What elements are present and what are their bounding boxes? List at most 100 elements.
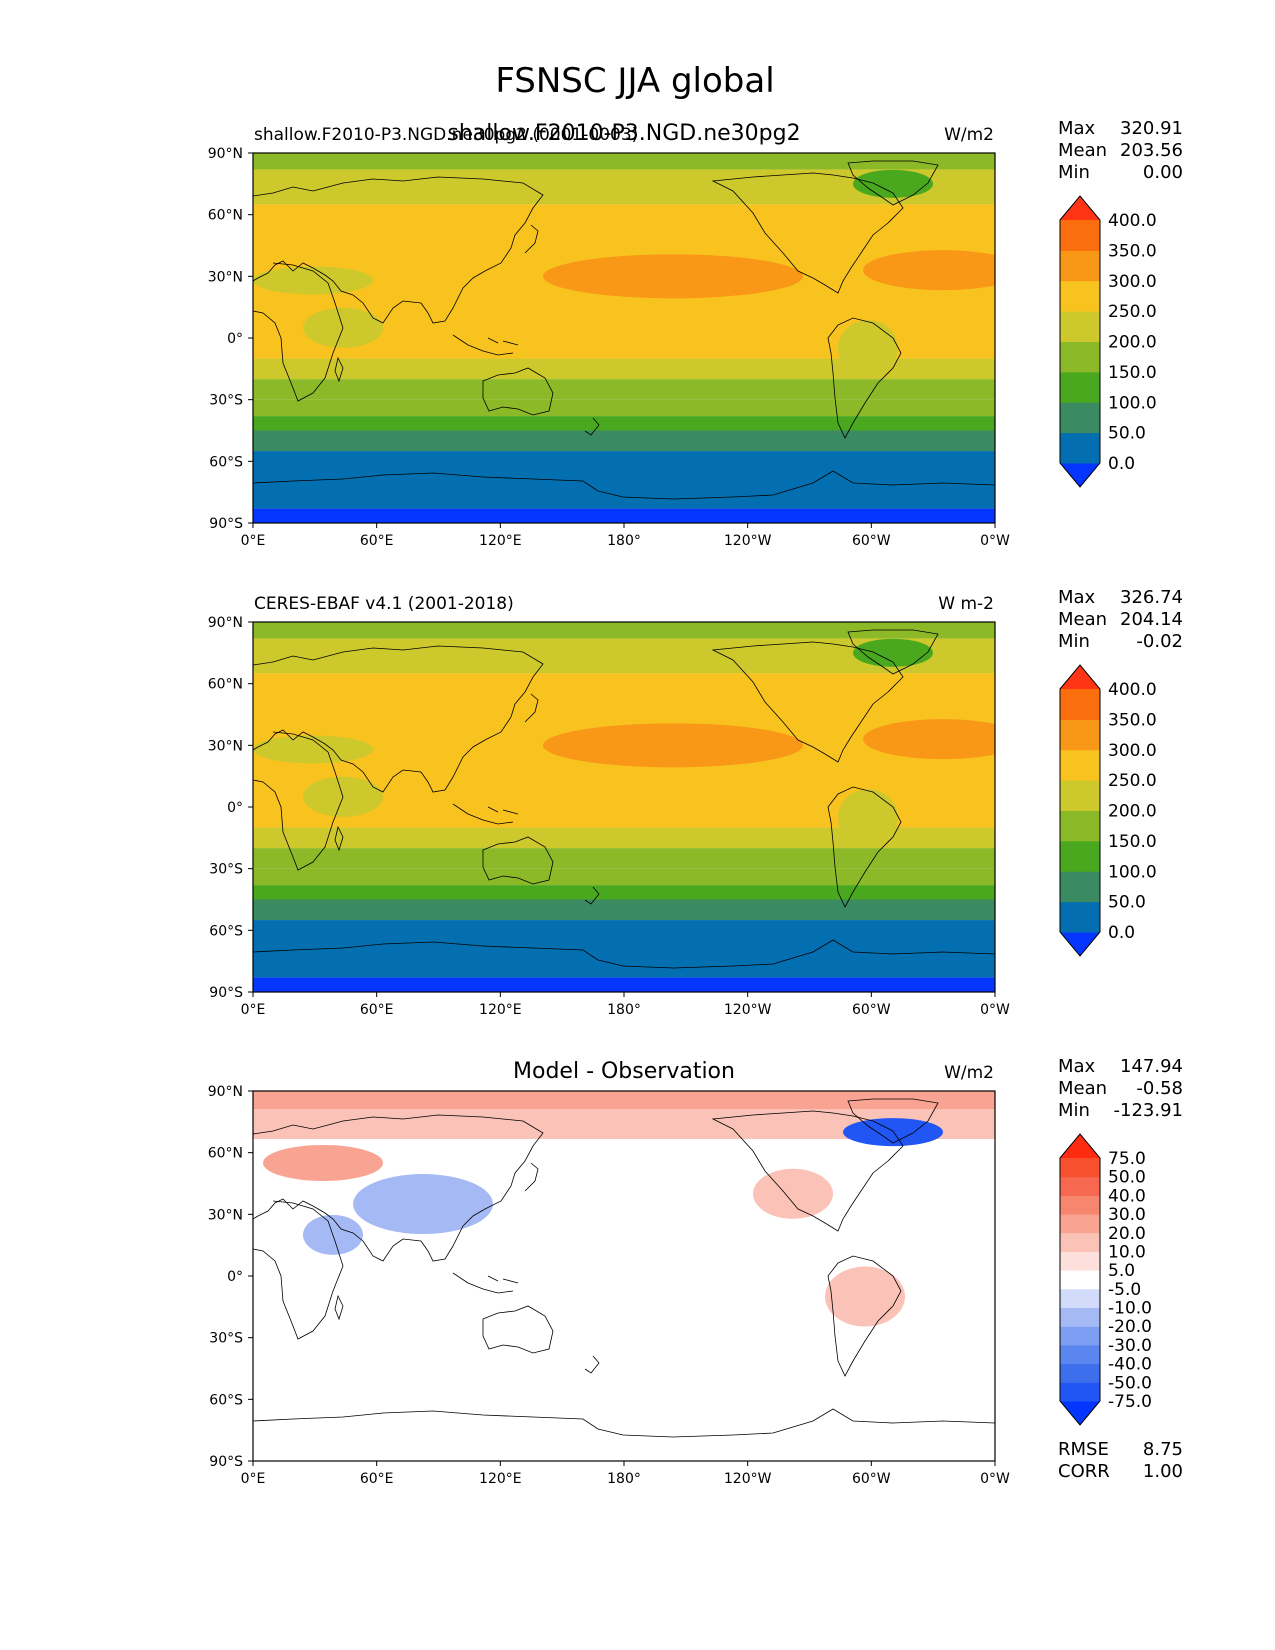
panel-reference-units: W m-2 bbox=[938, 594, 994, 614]
panel-reference-min-value: -0.02 bbox=[1136, 631, 1183, 652]
colorbar-tick-label: 5.0 bbox=[1108, 1261, 1135, 1281]
lon-tick-label: 180° bbox=[607, 1471, 641, 1487]
colorbar-tick-label: 20.0 bbox=[1108, 1224, 1146, 1244]
lon-tick-label: 60°E bbox=[360, 533, 394, 549]
map-patch bbox=[838, 789, 898, 846]
lon-tick-label: 60°E bbox=[360, 1002, 394, 1018]
colorbar-segment bbox=[1060, 432, 1100, 464]
map-patch bbox=[353, 1174, 493, 1235]
colorbar-segment bbox=[1060, 220, 1100, 251]
colorbar-segment bbox=[1060, 1363, 1100, 1383]
colorbar-tick-label: -10.0 bbox=[1108, 1299, 1152, 1319]
lat-tick-label: 30°S bbox=[209, 862, 243, 878]
colorbar-tick-label: 150.0 bbox=[1108, 363, 1157, 383]
map-patch bbox=[263, 1144, 383, 1181]
map-patch bbox=[863, 250, 995, 291]
panel-difference-footer: RMSE 8.75 CORR 1.00 bbox=[1058, 1439, 1183, 1482]
colorbar-segment bbox=[1060, 1382, 1100, 1402]
colorbar-segment bbox=[1060, 1326, 1100, 1346]
colorbar-segment bbox=[1060, 402, 1100, 434]
map-patch bbox=[863, 719, 995, 760]
lon-tick-label: 0°W bbox=[980, 1471, 1010, 1487]
panel-test-colorbar: 0.0 50.0 100.0 150.0 200.0 250.0 300.0 350.0 400… bbox=[1059, 195, 1157, 488]
colorbar-tick-label: 40.0 bbox=[1108, 1186, 1146, 1206]
colorbar-tick-label: 0.0 bbox=[1108, 923, 1135, 943]
colorbar-segment bbox=[1060, 280, 1100, 312]
panel-difference-max-label: Max bbox=[1058, 1056, 1096, 1077]
panel-difference-mean-value: -0.58 bbox=[1136, 1078, 1183, 1099]
colorbar-tick-label: 200.0 bbox=[1108, 802, 1157, 822]
panel-reference-max-value: 326.74 bbox=[1120, 587, 1183, 608]
colorbar-tick-label: 50.0 bbox=[1108, 893, 1146, 913]
map-patch bbox=[253, 735, 373, 764]
lon-tick-label: 180° bbox=[607, 533, 641, 549]
colorbar-segment bbox=[1060, 810, 1100, 842]
panel-test-map bbox=[253, 153, 995, 523]
colorbar-segment bbox=[1060, 1214, 1100, 1234]
panel-reference-mean-value: 204.14 bbox=[1120, 609, 1183, 630]
colorbar-tick-label: 10.0 bbox=[1108, 1242, 1146, 1262]
rmse-label: RMSE bbox=[1058, 1439, 1109, 1460]
colorbar-extend-max bbox=[1060, 196, 1100, 220]
corr-label: CORR bbox=[1058, 1461, 1110, 1482]
map-band bbox=[253, 848, 995, 869]
colorbar-segment bbox=[1060, 871, 1100, 903]
lat-tick-label: 60°S bbox=[209, 1392, 243, 1408]
lat-tick-label: 60°N bbox=[208, 677, 243, 693]
colorbar-segment bbox=[1060, 1176, 1100, 1196]
colorbar-extend-max bbox=[1060, 665, 1100, 689]
lat-tick-label: 90°N bbox=[208, 1084, 243, 1100]
lon-tick-label: 120°W bbox=[724, 533, 772, 549]
panel-difference-colorbar: -75.0-50.0-40.0-30.0-20.0-10.0-5.05.010.… bbox=[1059, 1133, 1152, 1426]
map-band bbox=[253, 204, 995, 246]
colorbar-tick-label: 150.0 bbox=[1108, 832, 1157, 852]
colorbar-segment bbox=[1060, 1251, 1100, 1271]
panel-difference: Model - Observation W/m2 90°N 60°N 30°N 0° 3… bbox=[208, 1056, 1183, 1487]
panel-reference-mean-label: Mean bbox=[1058, 609, 1107, 630]
map-patch bbox=[843, 1118, 943, 1147]
lat-tick-label: 30°N bbox=[208, 738, 243, 754]
lon-tick-label: 0°W bbox=[980, 533, 1010, 549]
corr-value: 1.00 bbox=[1143, 1461, 1183, 1482]
colorbar-segment bbox=[1060, 311, 1100, 342]
colorbar-tick-label: 30.0 bbox=[1108, 1205, 1146, 1225]
colorbar-segment bbox=[1060, 371, 1100, 403]
panel-test-title: shallow.F2010-P3.NGD.ne30pg2 bbox=[447, 121, 800, 146]
rmse-value: 8.75 bbox=[1143, 1439, 1183, 1460]
map-band bbox=[253, 508, 995, 523]
panel-test-mean-value: 203.56 bbox=[1120, 140, 1183, 161]
map-band bbox=[253, 622, 995, 639]
map-patch bbox=[753, 1168, 833, 1219]
map-patch bbox=[543, 723, 803, 768]
panel-reference-colorbar: 0.0 50.0 100.0 150.0 200.0 250.0 300.0 350.0 400… bbox=[1059, 664, 1157, 957]
lon-tick-label: 60°W bbox=[852, 1002, 891, 1018]
lon-tick-label: 120°E bbox=[479, 533, 522, 549]
panel-difference-map bbox=[253, 1091, 995, 1461]
colorbar-tick-label: 75.0 bbox=[1108, 1149, 1146, 1169]
lat-tick-label: 0° bbox=[227, 1269, 243, 1285]
lon-tick-label: 0°E bbox=[241, 1002, 266, 1018]
colorbar-segment bbox=[1060, 341, 1100, 373]
colorbar-tick-label: 200.0 bbox=[1108, 333, 1157, 353]
map-band bbox=[253, 899, 995, 921]
colorbar-segment bbox=[1060, 840, 1100, 872]
colorbar-tick-label: -50.0 bbox=[1108, 1373, 1152, 1393]
colorbar-segment bbox=[1060, 749, 1100, 781]
lon-tick-label: 120°W bbox=[724, 1471, 772, 1487]
panel-test-min-value: 0.00 bbox=[1143, 162, 1183, 183]
colorbar-outline bbox=[1059, 195, 1101, 488]
colorbar-extend-max bbox=[1060, 1134, 1100, 1158]
colorbar-segment bbox=[1060, 1270, 1100, 1290]
panel-reference-left-label: CERES-EBAF v4.1 (2001-2018) bbox=[254, 594, 514, 614]
map-band bbox=[253, 920, 995, 978]
lon-tick-label: 120°E bbox=[479, 1002, 522, 1018]
figure-title: FSNSC JJA global bbox=[495, 61, 774, 101]
map-band bbox=[253, 399, 995, 417]
colorbar-tick-label: 250.0 bbox=[1108, 771, 1157, 791]
map-band bbox=[253, 451, 995, 509]
colorbar-outline bbox=[1059, 664, 1101, 957]
colorbar-tick-label: 50.0 bbox=[1108, 424, 1146, 444]
colorbar-extend-min bbox=[1060, 932, 1100, 956]
map-band bbox=[253, 358, 995, 380]
lat-tick-label: 90°S bbox=[209, 516, 243, 532]
